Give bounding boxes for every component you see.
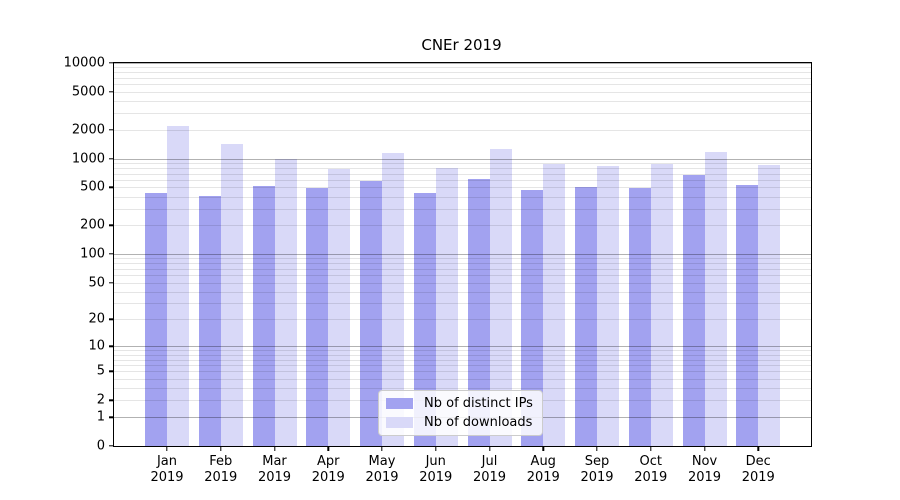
bar-nb-of-downloads-jul bbox=[489, 149, 512, 446]
x-tick-label: Jun 2019 bbox=[419, 454, 453, 485]
bar-nb-of-distinct-ips-mar bbox=[252, 185, 275, 446]
legend-swatch-distinct-ips bbox=[386, 398, 413, 409]
bar-nb-of-distinct-ips-apr bbox=[306, 187, 329, 446]
legend-item-distinct-ips: Nb of distinct IPs bbox=[386, 396, 533, 411]
bar-nb-of-downloads-may bbox=[382, 153, 404, 446]
y-tick-label: 500 bbox=[80, 179, 105, 195]
x-tick-label: Sep 2019 bbox=[580, 454, 614, 485]
gridline-minor bbox=[114, 77, 811, 79]
legend-item-downloads: Nb of downloads bbox=[386, 415, 533, 430]
x-tick-mark bbox=[650, 447, 652, 451]
gridline-minor bbox=[114, 101, 811, 103]
chart-title: CNEr 2019 bbox=[421, 36, 502, 54]
x-tick-mark bbox=[327, 447, 329, 451]
y-tick-mark bbox=[109, 129, 113, 131]
x-tick-mark bbox=[220, 447, 222, 451]
gridline-minor bbox=[114, 91, 811, 93]
y-tick-mark bbox=[109, 370, 113, 373]
y-tick-mark bbox=[109, 281, 113, 284]
bar-nb-of-downloads-sep bbox=[597, 165, 619, 446]
x-tick-label: Nov 2019 bbox=[687, 454, 722, 485]
gridline-minor bbox=[114, 72, 811, 74]
legend: Nb of distinct IPs Nb of downloads bbox=[378, 390, 543, 436]
y-tick-mark bbox=[109, 318, 113, 321]
y-tick-label: 2 bbox=[96, 392, 105, 408]
x-tick-label: Aug 2019 bbox=[526, 454, 560, 485]
y-tick-mark bbox=[109, 91, 113, 93]
x-tick-label: Oct 2019 bbox=[634, 454, 668, 485]
bar-nb-of-distinct-ips-feb bbox=[198, 195, 221, 446]
y-tick-mark bbox=[109, 224, 113, 227]
bar-nb-of-downloads-dec bbox=[758, 164, 781, 446]
bar-nb-of-downloads-aug bbox=[543, 164, 566, 446]
x-tick-mark bbox=[435, 447, 437, 451]
y-tick-label: 1000 bbox=[71, 151, 105, 167]
legend-label: Nb of downloads bbox=[424, 415, 533, 430]
bar-nb-of-distinct-ips-may bbox=[360, 180, 382, 446]
bar-nb-of-downloads-nov bbox=[704, 151, 727, 446]
y-tick-label: 20 bbox=[88, 311, 105, 327]
y-tick-label: 10 bbox=[88, 338, 105, 354]
legend-swatch-downloads bbox=[386, 417, 413, 428]
legend-label: Nb of distinct IPs bbox=[424, 396, 533, 411]
bar-nb-of-downloads-apr bbox=[328, 169, 351, 446]
bar-nb-of-distinct-ips-sep bbox=[575, 186, 597, 446]
y-tick-label: 5000 bbox=[71, 84, 105, 100]
gridline-minor bbox=[114, 84, 811, 86]
y-tick-mark bbox=[109, 416, 113, 418]
x-tick-label: Jan 2019 bbox=[150, 454, 184, 485]
y-tick-mark bbox=[109, 345, 113, 347]
gridline-minor bbox=[114, 67, 811, 69]
bar-nb-of-downloads-oct bbox=[650, 164, 673, 446]
bar-nb-of-distinct-ips-nov bbox=[682, 175, 705, 446]
x-tick-label: Mar 2019 bbox=[257, 454, 292, 485]
x-tick-mark bbox=[703, 447, 706, 451]
x-tick-mark bbox=[488, 447, 491, 451]
x-tick-label: Jul 2019 bbox=[472, 454, 507, 485]
gridline-minor bbox=[114, 129, 811, 131]
x-tick-label: Dec 2019 bbox=[741, 454, 775, 485]
y-tick-label: 100 bbox=[80, 246, 105, 262]
bar-nb-of-downloads-feb bbox=[220, 144, 243, 446]
x-tick-mark bbox=[273, 447, 276, 451]
y-tick-mark bbox=[109, 445, 113, 447]
bar-nb-of-distinct-ips-oct bbox=[628, 187, 651, 446]
y-tick-mark bbox=[109, 253, 113, 255]
x-tick-mark bbox=[757, 447, 759, 451]
bar-nb-of-distinct-ips-aug bbox=[521, 190, 544, 446]
x-tick-mark bbox=[381, 447, 383, 451]
y-tick-mark bbox=[109, 399, 113, 402]
gridline-minor bbox=[114, 113, 811, 115]
bar-nb-of-distinct-ips-jan bbox=[145, 192, 167, 446]
x-tick-label: Feb 2019 bbox=[204, 454, 238, 485]
y-tick-label: 1 bbox=[96, 409, 105, 425]
x-tick-mark bbox=[166, 447, 168, 451]
y-tick-mark bbox=[109, 158, 113, 160]
bar-nb-of-distinct-ips-jun bbox=[413, 192, 436, 446]
bar-nb-of-distinct-ips-jul bbox=[467, 178, 490, 446]
x-tick-mark bbox=[542, 447, 544, 451]
x-tick-label: May 2019 bbox=[365, 454, 399, 485]
bar-nb-of-downloads-jan bbox=[167, 125, 189, 446]
x-tick-label: Apr 2019 bbox=[311, 454, 345, 485]
bar-nb-of-distinct-ips-dec bbox=[736, 185, 759, 446]
gridline-major bbox=[114, 63, 811, 64]
y-tick-label: 10000 bbox=[63, 55, 105, 71]
y-tick-mark bbox=[109, 186, 113, 189]
bar-nb-of-downloads-mar bbox=[274, 158, 297, 446]
y-tick-label: 50 bbox=[88, 275, 105, 290]
y-tick-label: 5 bbox=[96, 363, 105, 379]
y-tick-label: 2000 bbox=[71, 122, 105, 138]
y-tick-mark bbox=[109, 62, 113, 64]
x-tick-mark bbox=[596, 447, 598, 451]
y-tick-label: 0 bbox=[96, 438, 105, 454]
y-tick-label: 200 bbox=[80, 217, 105, 233]
bar-nb-of-downloads-jun bbox=[435, 167, 458, 446]
plot-area: 10000 5000 2000 1000 500 200 100 50 20 10 5 2 1 0 Jan… bbox=[64, 57, 812, 485]
